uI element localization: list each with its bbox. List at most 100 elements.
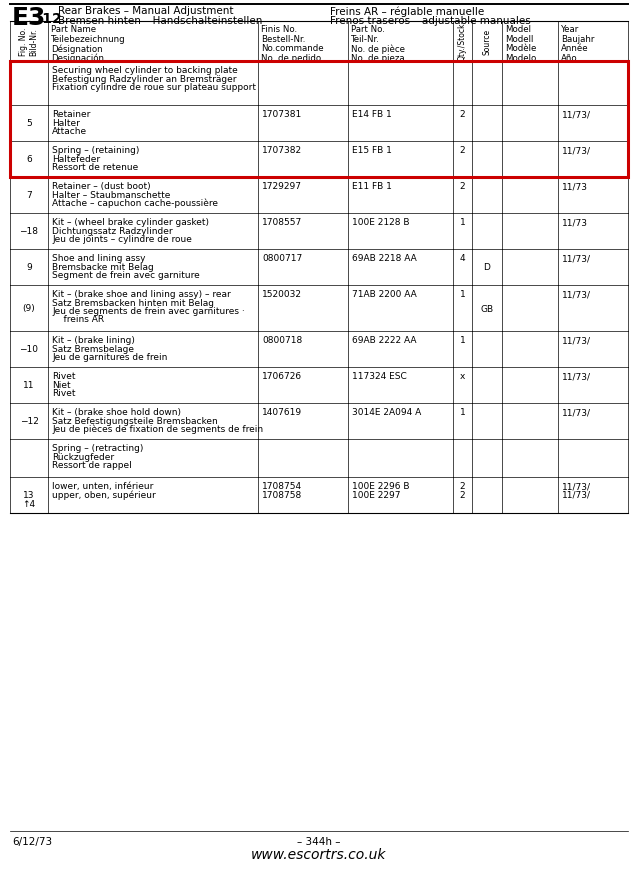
Text: 1: 1 bbox=[459, 289, 465, 299]
Text: 11/73/: 11/73/ bbox=[562, 408, 591, 417]
Text: 11/73/: 11/73/ bbox=[562, 372, 591, 381]
Text: D: D bbox=[484, 263, 491, 272]
Text: 11/73/: 11/73/ bbox=[562, 336, 591, 345]
Text: 4: 4 bbox=[460, 253, 465, 263]
Text: 11/73: 11/73 bbox=[562, 217, 588, 227]
Text: 1407619: 1407619 bbox=[262, 408, 302, 417]
Text: x: x bbox=[460, 372, 465, 381]
Text: 13: 13 bbox=[23, 491, 34, 500]
Text: 1: 1 bbox=[459, 336, 465, 345]
Text: Freins AR – réglable manuelle: Freins AR – réglable manuelle bbox=[330, 6, 484, 17]
Text: Frenos traseros – adjustable manuales: Frenos traseros – adjustable manuales bbox=[330, 16, 531, 26]
Text: Kit – (brake shoe hold down): Kit – (brake shoe hold down) bbox=[52, 408, 181, 417]
Text: Modell: Modell bbox=[505, 34, 533, 44]
Text: Jeu de segments de frein avec garnitures ·: Jeu de segments de frein avec garnitures… bbox=[52, 307, 245, 316]
Text: Rückzugfeder: Rückzugfeder bbox=[52, 452, 114, 461]
Text: Jeu de joints – cylindre de roue: Jeu de joints – cylindre de roue bbox=[52, 235, 192, 244]
Text: 1708754: 1708754 bbox=[262, 481, 302, 490]
Text: No. de pieza: No. de pieza bbox=[351, 53, 404, 62]
Text: GB: GB bbox=[480, 304, 494, 313]
Text: Halter: Halter bbox=[52, 118, 80, 127]
Text: Satz Befestigungsteile Bremsbacken: Satz Befestigungsteile Bremsbacken bbox=[52, 416, 218, 425]
Text: Part No.: Part No. bbox=[351, 25, 385, 34]
Text: Satz Bremsbacken hinten mit Belag: Satz Bremsbacken hinten mit Belag bbox=[52, 298, 214, 307]
Text: No.commande: No.commande bbox=[261, 44, 323, 53]
Text: 11/73/: 11/73/ bbox=[562, 253, 591, 263]
Text: Spring – (retaining): Spring – (retaining) bbox=[52, 146, 139, 155]
Text: 3014E 2A094 A: 3014E 2A094 A bbox=[352, 408, 421, 417]
Text: Ressort de retenue: Ressort de retenue bbox=[52, 163, 138, 172]
Text: Securing wheel cylinder to backing plate: Securing wheel cylinder to backing plate bbox=[52, 66, 238, 75]
Text: 117324 ESC: 117324 ESC bbox=[352, 372, 407, 381]
Text: 1: 1 bbox=[459, 217, 465, 227]
Text: Teilebezeichnung: Teilebezeichnung bbox=[51, 34, 126, 44]
Text: −18: −18 bbox=[20, 227, 38, 236]
Text: upper, oben, supérieur: upper, oben, supérieur bbox=[52, 490, 156, 499]
Text: Designación: Designación bbox=[51, 53, 104, 63]
Text: Dichtungssatz Radzylinder: Dichtungssatz Radzylinder bbox=[52, 226, 173, 235]
Text: Halter – Staubmanschette: Halter – Staubmanschette bbox=[52, 190, 170, 199]
Text: 0800717: 0800717 bbox=[262, 253, 302, 263]
Text: 69AB 2218 AA: 69AB 2218 AA bbox=[352, 253, 417, 263]
Text: 1707381: 1707381 bbox=[262, 110, 302, 119]
Text: lower, unten, inférieur: lower, unten, inférieur bbox=[52, 481, 153, 490]
Text: Shoe and lining assy: Shoe and lining assy bbox=[52, 253, 145, 263]
Text: 100E 2296 B: 100E 2296 B bbox=[352, 481, 410, 490]
Text: Jeu de pièces de fixation de segments de frein: Jeu de pièces de fixation de segments de… bbox=[52, 424, 263, 434]
Text: Désignation: Désignation bbox=[51, 44, 103, 53]
Text: ↑4: ↑4 bbox=[22, 499, 36, 509]
Text: – 344h –: – 344h – bbox=[297, 836, 341, 846]
Text: 7: 7 bbox=[26, 191, 32, 200]
Text: 11/73/: 11/73/ bbox=[562, 110, 591, 119]
Text: 1520032: 1520032 bbox=[262, 289, 302, 299]
Text: Fig. No.
Bild-Nr.: Fig. No. Bild-Nr. bbox=[19, 28, 39, 56]
Text: E11 FB 1: E11 FB 1 bbox=[352, 182, 392, 191]
Text: 9: 9 bbox=[26, 263, 32, 272]
Text: Befestigung Radzylinder an Bremsträger: Befestigung Radzylinder an Bremsträger bbox=[52, 75, 237, 83]
Text: (9): (9) bbox=[22, 304, 35, 313]
Text: Rivet: Rivet bbox=[52, 389, 75, 397]
Text: Niet: Niet bbox=[52, 380, 71, 389]
Text: Qty./Stock: Qty./Stock bbox=[458, 23, 467, 61]
Text: Kit – (brake shoe and lining assy) – rear: Kit – (brake shoe and lining assy) – rea… bbox=[52, 289, 231, 299]
Text: Teil-Nr.: Teil-Nr. bbox=[351, 34, 380, 44]
Text: 1706726: 1706726 bbox=[262, 372, 302, 381]
Text: 11/73/: 11/73/ bbox=[562, 490, 591, 499]
Text: 11/73/: 11/73/ bbox=[562, 481, 591, 490]
Text: Haltefeder: Haltefeder bbox=[52, 154, 100, 163]
Text: −12: −12 bbox=[20, 417, 38, 426]
Text: 100E 2297: 100E 2297 bbox=[352, 490, 401, 499]
Text: www.escortrs.co.uk: www.escortrs.co.uk bbox=[251, 847, 387, 861]
Text: Modelo: Modelo bbox=[505, 53, 537, 62]
Text: Ressort de rappel: Ressort de rappel bbox=[52, 460, 132, 469]
Text: Model: Model bbox=[505, 25, 531, 34]
Text: 5: 5 bbox=[26, 119, 32, 128]
Text: 11/73/: 11/73/ bbox=[562, 289, 591, 299]
Text: No. de pedido: No. de pedido bbox=[261, 53, 321, 62]
Text: Bremsbacke mit Belag: Bremsbacke mit Belag bbox=[52, 262, 154, 271]
Text: No. de pièce: No. de pièce bbox=[351, 44, 405, 53]
Text: Satz Bremsbelage: Satz Bremsbelage bbox=[52, 344, 134, 353]
Text: Kit – (brake lining): Kit – (brake lining) bbox=[52, 336, 135, 345]
Text: 2: 2 bbox=[460, 490, 465, 499]
Text: 1707382: 1707382 bbox=[262, 146, 302, 155]
Text: 71AB 2200 AA: 71AB 2200 AA bbox=[352, 289, 417, 299]
Text: E14 FB 1: E14 FB 1 bbox=[352, 110, 392, 119]
Text: 100E 2128 B: 100E 2128 B bbox=[352, 217, 410, 227]
Text: .12: .12 bbox=[38, 12, 63, 26]
Text: E3: E3 bbox=[12, 6, 47, 30]
Text: 2: 2 bbox=[460, 481, 465, 490]
Text: 11: 11 bbox=[23, 381, 34, 390]
Text: Fixation cylindre de roue sur plateau support: Fixation cylindre de roue sur plateau su… bbox=[52, 83, 256, 92]
Text: 1729297: 1729297 bbox=[262, 182, 302, 191]
Text: Kit – (wheel brake cylinder gasket): Kit – (wheel brake cylinder gasket) bbox=[52, 217, 209, 227]
Text: Bremsen hinten – Handschalteinstellen: Bremsen hinten – Handschalteinstellen bbox=[58, 16, 262, 26]
Text: 0800718: 0800718 bbox=[262, 336, 302, 345]
Text: E15 FB 1: E15 FB 1 bbox=[352, 146, 392, 155]
Text: 11/73/: 11/73/ bbox=[562, 146, 591, 155]
Text: Source: Source bbox=[482, 29, 491, 55]
Text: Attache – capuchon cache-poussière: Attache – capuchon cache-poussière bbox=[52, 199, 218, 208]
Text: Año: Año bbox=[561, 53, 577, 62]
Text: 2: 2 bbox=[460, 110, 465, 119]
Text: freins AR: freins AR bbox=[52, 315, 104, 324]
